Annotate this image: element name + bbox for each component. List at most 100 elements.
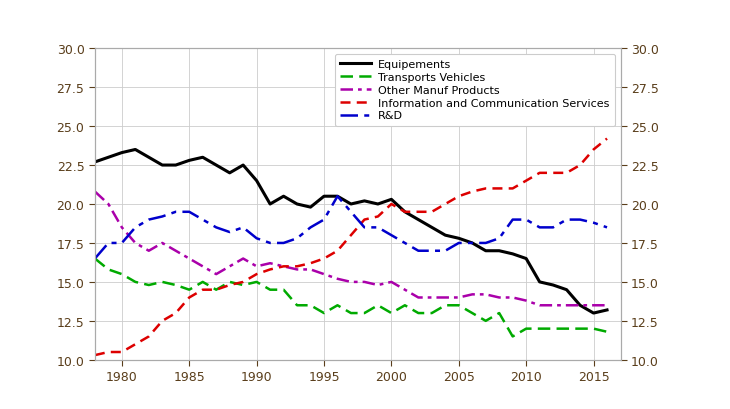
Other Manuf Products	[522, 299, 531, 303]
Transports Vehicles	[576, 326, 585, 331]
Equipements	[131, 148, 139, 153]
Equipements	[118, 151, 126, 156]
Other Manuf Products	[562, 303, 571, 308]
Transports Vehicles	[226, 280, 234, 285]
Transports Vehicles	[118, 272, 126, 277]
R&D	[293, 236, 301, 241]
Transports Vehicles	[454, 303, 463, 308]
Line: R&D: R&D	[95, 197, 607, 259]
R&D	[374, 225, 383, 230]
R&D	[239, 225, 247, 230]
Transports Vehicles	[374, 303, 383, 308]
R&D	[441, 249, 450, 254]
Equipements	[414, 218, 423, 222]
Line: Equipements: Equipements	[95, 150, 607, 313]
Transports Vehicles	[212, 288, 220, 292]
Equipements	[306, 205, 315, 210]
Equipements	[145, 155, 153, 160]
R&D	[131, 225, 139, 230]
Other Manuf Products	[91, 190, 99, 195]
Information and Communication Services	[239, 280, 247, 285]
R&D	[535, 225, 544, 230]
Equipements	[199, 155, 207, 160]
Other Manuf Products	[239, 256, 247, 261]
R&D	[91, 256, 99, 261]
Information and Communication Services	[118, 350, 126, 355]
R&D	[226, 230, 234, 235]
Transports Vehicles	[414, 311, 423, 316]
Other Manuf Products	[118, 225, 126, 230]
Line: Other Manuf Products: Other Manuf Products	[95, 192, 607, 306]
Information and Communication Services	[158, 319, 166, 324]
Other Manuf Products	[185, 256, 193, 261]
Transports Vehicles	[347, 311, 356, 316]
Equipements	[104, 155, 112, 160]
Equipements	[562, 288, 571, 292]
Transports Vehicles	[481, 319, 490, 324]
Information and Communication Services	[576, 163, 585, 168]
Other Manuf Products	[293, 267, 301, 272]
Equipements	[508, 252, 517, 257]
Transports Vehicles	[253, 280, 261, 285]
Other Manuf Products	[401, 288, 410, 292]
Line: Information and Communication Services: Information and Communication Services	[95, 139, 607, 355]
Other Manuf Products	[441, 295, 450, 300]
Information and Communication Services	[226, 283, 234, 288]
Transports Vehicles	[428, 311, 437, 316]
Other Manuf Products	[454, 295, 463, 300]
Transports Vehicles	[131, 280, 139, 285]
Information and Communication Services	[495, 187, 504, 191]
Transports Vehicles	[293, 303, 301, 308]
R&D	[387, 233, 396, 238]
Equipements	[401, 210, 410, 215]
R&D	[522, 218, 531, 222]
Transports Vehicles	[279, 288, 288, 292]
Information and Communication Services	[347, 233, 356, 238]
Information and Communication Services	[441, 202, 450, 207]
Information and Communication Services	[589, 148, 598, 153]
Information and Communication Services	[374, 214, 383, 219]
Other Manuf Products	[320, 272, 328, 277]
Transports Vehicles	[562, 326, 571, 331]
Equipements	[481, 249, 490, 254]
R&D	[468, 241, 477, 246]
Equipements	[468, 241, 477, 246]
Information and Communication Services	[535, 171, 544, 176]
Other Manuf Products	[253, 264, 261, 269]
Transports Vehicles	[441, 303, 450, 308]
R&D	[576, 218, 585, 222]
R&D	[306, 225, 315, 230]
Equipements	[185, 159, 193, 164]
Equipements	[603, 308, 612, 312]
Equipements	[333, 194, 342, 199]
Legend: Equipements, Transports Vehicles, Other Manuf Products, Information and Communic: Equipements, Transports Vehicles, Other …	[334, 55, 615, 127]
Transports Vehicles	[535, 326, 544, 331]
Other Manuf Products	[306, 267, 315, 272]
Information and Communication Services	[360, 218, 369, 222]
Equipements	[589, 311, 598, 316]
Equipements	[279, 194, 288, 199]
Information and Communication Services	[104, 350, 112, 355]
Line: Transports Vehicles: Transports Vehicles	[95, 259, 607, 337]
Other Manuf Products	[199, 264, 207, 269]
Information and Communication Services	[172, 311, 180, 316]
R&D	[333, 194, 342, 199]
Other Manuf Products	[226, 264, 234, 269]
Transports Vehicles	[239, 283, 247, 288]
Equipements	[360, 199, 369, 204]
Other Manuf Products	[279, 264, 288, 269]
R&D	[279, 241, 288, 246]
Transports Vehicles	[172, 283, 180, 288]
Equipements	[441, 233, 450, 238]
R&D	[562, 218, 571, 222]
R&D	[185, 210, 193, 215]
Information and Communication Services	[266, 267, 274, 272]
R&D	[212, 225, 220, 230]
Transports Vehicles	[158, 280, 166, 285]
Equipements	[522, 256, 531, 261]
Information and Communication Services	[145, 334, 153, 339]
Transports Vehicles	[508, 334, 517, 339]
Information and Communication Services	[212, 288, 220, 292]
Other Manuf Products	[172, 249, 180, 254]
Information and Communication Services	[199, 288, 207, 292]
